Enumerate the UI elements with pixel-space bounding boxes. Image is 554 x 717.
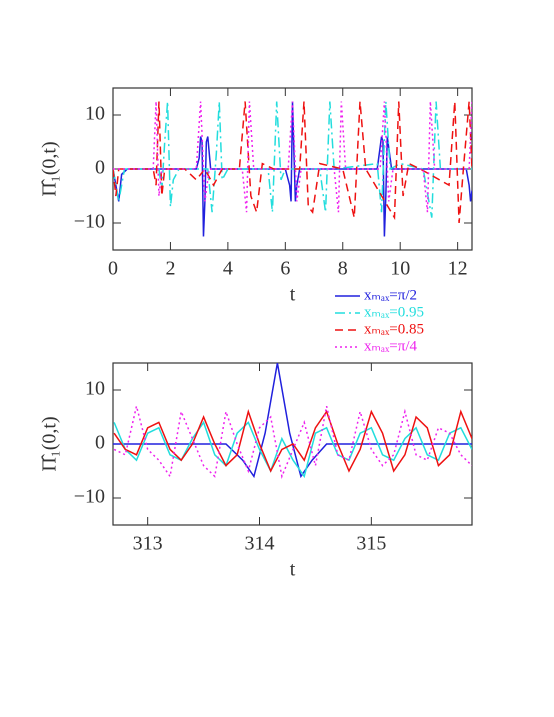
y-tick-label: −10 xyxy=(74,486,105,508)
legend-label: xₘₐₓ=π/2 xyxy=(364,287,417,303)
x-tick-label: 6 xyxy=(280,258,290,280)
y-tick-label: 0 xyxy=(95,157,105,179)
x-tick-label: 314 xyxy=(245,533,275,555)
x-tick-label: 8 xyxy=(338,258,348,280)
x-tick-label: 4 xyxy=(223,258,233,280)
y-axis-label: Π̂₁(0,t) xyxy=(39,416,61,471)
series-line xyxy=(113,406,472,480)
y-tick-label: −10 xyxy=(74,211,105,233)
legend-label: xₘₐₓ=0.85 xyxy=(364,321,424,337)
series-line xyxy=(113,409,472,473)
series-line xyxy=(113,101,472,218)
legend-label: xₘₐₓ=0.95 xyxy=(364,304,424,320)
x-tick-label: 12 xyxy=(448,258,468,280)
series-line xyxy=(113,101,472,224)
y-tick-label: 10 xyxy=(85,103,105,125)
x-axis-label: t xyxy=(290,559,296,581)
x-axis-label: t xyxy=(290,284,296,306)
x-tick-label: 315 xyxy=(356,533,386,555)
x-tick-label: 2 xyxy=(165,258,175,280)
y-tick-label: 0 xyxy=(95,432,105,454)
x-tick-label: 10 xyxy=(390,258,410,280)
legend-label: xₘₐₓ=π/4 xyxy=(364,338,417,354)
series-line xyxy=(113,101,472,213)
y-axis-label: Π̂₁(0,t) xyxy=(39,141,61,196)
y-tick-label: 10 xyxy=(85,378,105,400)
x-tick-label: 313 xyxy=(133,533,163,555)
x-tick-label: 0 xyxy=(108,258,118,280)
